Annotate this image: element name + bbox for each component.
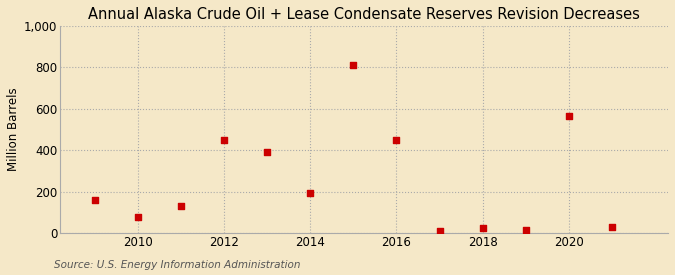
Point bbox=[89, 198, 100, 202]
Point bbox=[305, 190, 316, 195]
Point bbox=[607, 225, 618, 229]
Point bbox=[348, 63, 359, 67]
Point bbox=[434, 229, 445, 233]
Point bbox=[219, 138, 230, 142]
Point bbox=[262, 150, 273, 155]
Point bbox=[391, 138, 402, 142]
Point bbox=[520, 228, 531, 232]
Point bbox=[477, 226, 488, 230]
Y-axis label: Million Barrels: Million Barrels bbox=[7, 88, 20, 171]
Point bbox=[176, 204, 186, 208]
Text: Source: U.S. Energy Information Administration: Source: U.S. Energy Information Administ… bbox=[54, 260, 300, 270]
Point bbox=[132, 215, 143, 220]
Point bbox=[564, 114, 574, 118]
Title: Annual Alaska Crude Oil + Lease Condensate Reserves Revision Decreases: Annual Alaska Crude Oil + Lease Condensa… bbox=[88, 7, 640, 22]
